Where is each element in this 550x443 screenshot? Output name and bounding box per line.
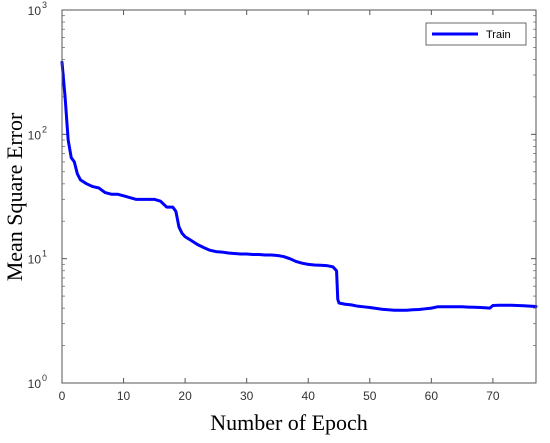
x-tick-label: 50 (363, 389, 377, 403)
y-tick-exponent: 3 (42, 0, 47, 10)
plot-area (62, 10, 536, 383)
x-tick-label: 0 (59, 389, 66, 403)
x-tick-label: 20 (178, 389, 192, 403)
y-axis-title: Mean Square Error (2, 112, 27, 281)
y-tick-exponent: 2 (42, 124, 47, 134)
x-tick-label: 60 (425, 389, 439, 403)
y-tick-label: 10 (28, 377, 42, 391)
y-tick-exponent: 0 (42, 373, 47, 383)
legend: Train (425, 22, 527, 46)
plot-frame (61, 9, 537, 384)
y-tick-label: 10 (28, 253, 42, 267)
x-tick-label: 40 (302, 389, 316, 403)
x-tick-label: 10 (117, 389, 131, 403)
y-tick-label: 10 (28, 128, 42, 142)
legend-label-train: Train (486, 29, 511, 41)
x-tick-label: 70 (486, 389, 500, 403)
y-tick-exponent: 1 (42, 249, 47, 259)
x-tick-label: 30 (240, 389, 254, 403)
series-line-train (60, 60, 538, 312)
y-tick-label: 10 (28, 4, 42, 18)
x-axis-title: Number of Epoch (210, 410, 368, 435)
